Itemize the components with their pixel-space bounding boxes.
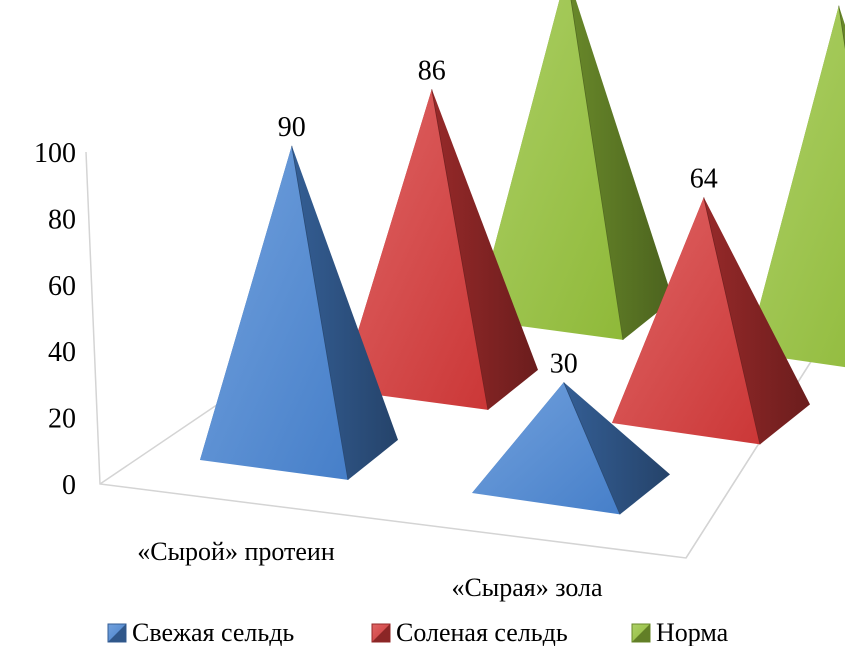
legend-label: Норма [656,618,729,646]
pyramid-bar [612,197,810,445]
pyramid-bar [747,5,845,368]
pyramid-bar [472,382,670,515]
y-tick-label: 40 [48,337,76,368]
legend: Свежая сельдь Соленая сельдь Норма [107,618,729,646]
data-label: 86 [418,55,446,86]
pyramid-bar [475,0,673,340]
legend-item: Норма [631,618,729,646]
y-tick-label: 100 [34,138,76,169]
pyramid-bar [200,145,398,480]
y-tick-label: 80 [48,204,76,235]
category-label: «Сырая» зола [451,573,603,602]
y-tick-label: 0 [62,470,76,501]
data-labels: 10010086649030 [278,0,845,379]
legend-label: Свежая сельдь [132,618,294,646]
data-label: 30 [550,348,578,379]
legend-item: Свежая сельдь [107,618,294,646]
data-label: 100 [818,0,845,3]
legend-item: Соленая сельдь [371,618,568,646]
data-label: 64 [690,163,718,194]
chart-marks [200,0,845,515]
y-tick-label: 60 [48,271,76,302]
category-label: «Сырой» протеин [137,537,335,566]
data-label: 90 [278,112,306,143]
pyramid-bar [340,89,538,410]
y-tick-label: 20 [48,404,76,435]
y-axis-ticks: 0 20 40 60 80 100 [34,138,76,501]
category-labels: «Сырой» протеин «Сырая» зола [137,537,603,602]
legend-label: Соленая сельдь [396,618,568,646]
